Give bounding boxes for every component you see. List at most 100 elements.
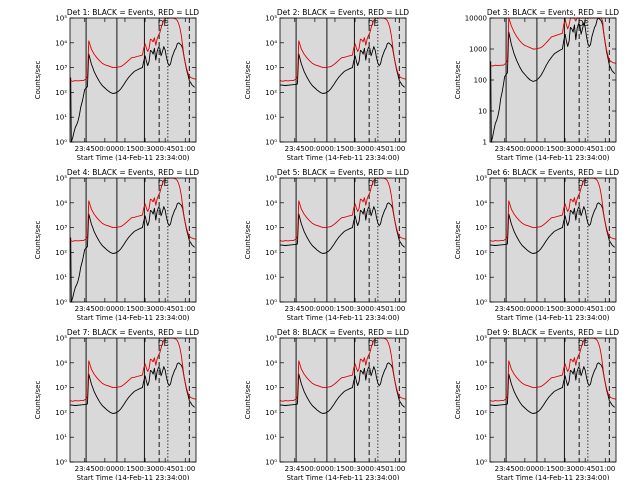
axes-frame <box>69 17 197 143</box>
y-tick-label: 10000 <box>465 15 487 23</box>
y-tick-label: 10⁵ <box>55 175 67 183</box>
chart-title: Det 7: BLACK = Events, RED = LLD <box>67 328 199 337</box>
y-tick-label: 10² <box>475 249 487 257</box>
y-tick-label: 10² <box>265 249 277 257</box>
x-tick-label: 00:30 <box>135 465 155 473</box>
chart-panel-6: Det 6: BLACK = Events, RED = LLD DE 10⁰ 10¹… <box>454 168 619 322</box>
x-tick-label: 00:15 <box>115 465 135 473</box>
x-tick-label: 01:00 <box>595 305 615 313</box>
de-annotation: DE <box>158 179 169 188</box>
y-tick-label: 10² <box>55 249 67 257</box>
x-axis-label: Start Time (14-Feb-11 23:34:00) <box>496 154 609 162</box>
chart-panel-7: Det 7: BLACK = Events, RED = LLD DE 10⁰ 10¹… <box>34 328 199 480</box>
x-tick-label: 01:00 <box>175 145 195 153</box>
chart-panel-9: Det 9: BLACK = Events, RED = LLD DE 10⁰ 10¹… <box>454 328 619 480</box>
plot-area <box>70 18 196 142</box>
y-tick-label: 10¹ <box>475 274 487 282</box>
x-axis-label: Start Time (14-Feb-11 23:34:00) <box>286 154 399 162</box>
y-tick-label: 10⁴ <box>475 199 487 207</box>
y-tick-label: 10³ <box>265 384 277 392</box>
series-lld-line <box>279 337 406 402</box>
x-tick-label: 01:00 <box>595 145 615 153</box>
x-axis-label: Start Time (14-Feb-11 23:34:00) <box>76 474 189 480</box>
x-tick-label: 00:00 <box>305 465 325 473</box>
y-tick-label: 10² <box>265 89 277 97</box>
x-tick-label: 23:45 <box>285 465 305 473</box>
de-annotation: DE <box>578 339 589 348</box>
y-axis-label: Counts/sec <box>34 61 42 100</box>
chart-panel-8: Det 8: BLACK = Events, RED = LLD DE 10⁰ 10¹… <box>244 328 409 480</box>
series-lld-line <box>69 177 196 242</box>
plot-area <box>280 18 406 142</box>
x-tick-label: 00:00 <box>95 145 115 153</box>
series-lld-line <box>279 177 406 242</box>
y-tick-label: 10⁴ <box>475 359 487 367</box>
x-tick-label: 00:30 <box>555 305 575 313</box>
series-lld-line <box>489 337 616 402</box>
y-tick-label: 10² <box>55 409 67 417</box>
y-tick-label: 10² <box>265 409 277 417</box>
series-events-line <box>489 202 615 254</box>
x-axis-label: Start Time (14-Feb-11 23:34:00) <box>76 314 189 322</box>
plot-area <box>280 178 406 302</box>
x-tick-label: 00:30 <box>135 145 155 153</box>
y-tick-label: 10³ <box>265 64 277 72</box>
de-annotation: DE <box>158 19 169 28</box>
axes-frame <box>279 337 407 463</box>
y-tick-label: 10 <box>478 108 487 116</box>
x-tick-label: 00:00 <box>305 305 325 313</box>
x-tick-label: 00:30 <box>135 305 155 313</box>
y-tick-label: 10³ <box>55 224 67 232</box>
x-tick-label: 00:45 <box>155 145 175 153</box>
series-events-line <box>489 362 615 414</box>
y-tick-label: 10⁰ <box>55 459 67 467</box>
x-tick-label: 23:45 <box>285 145 305 153</box>
x-tick-label: 00:15 <box>535 305 555 313</box>
series-events-line <box>279 42 405 94</box>
axes-frame <box>69 337 197 463</box>
chart-title: Det 5: BLACK = Events, RED = LLD <box>277 168 409 177</box>
y-tick-label: 10¹ <box>265 274 277 282</box>
y-tick-label: 10⁰ <box>265 459 277 467</box>
y-axis-label: Counts/sec <box>244 61 252 100</box>
y-tick-label: 10³ <box>55 384 67 392</box>
x-axis-label: Start Time (14-Feb-11 23:34:00) <box>286 474 399 480</box>
x-tick-label: 23:45 <box>495 145 515 153</box>
y-tick-label: 10⁵ <box>265 335 277 343</box>
x-axis-label: Start Time (14-Feb-11 23:34:00) <box>496 314 609 322</box>
chart-title: Det 6: BLACK = Events, RED = LLD <box>487 168 619 177</box>
x-tick-label: 00:30 <box>555 145 575 153</box>
axes-frame <box>279 177 407 303</box>
x-tick-label: 01:00 <box>175 465 195 473</box>
x-axis-label: Start Time (14-Feb-11 23:34:00) <box>286 314 399 322</box>
plot-area <box>490 178 616 302</box>
y-tick-label: 10¹ <box>55 114 67 122</box>
y-tick-label: 10³ <box>265 224 277 232</box>
x-tick-label: 23:45 <box>495 305 515 313</box>
x-tick-label: 00:15 <box>535 145 555 153</box>
y-tick-label: 10⁰ <box>55 139 67 147</box>
series-events-line <box>279 202 405 254</box>
x-tick-label: 01:00 <box>385 145 405 153</box>
y-tick-label: 10⁰ <box>265 139 277 147</box>
x-tick-label: 00:00 <box>515 465 535 473</box>
series-events-line <box>70 42 195 143</box>
x-tick-label: 00:00 <box>515 145 535 153</box>
y-axis-label: Counts/sec <box>244 221 252 260</box>
axes-frame <box>69 177 197 303</box>
y-axis-label: Counts/sec <box>454 61 462 100</box>
y-tick-label: 10⁴ <box>55 39 67 47</box>
chart-panel-2: Det 2: BLACK = Events, RED = LLD DE 10⁰ 10¹… <box>244 8 409 162</box>
y-tick-label: 10⁴ <box>265 199 277 207</box>
series-events-line <box>69 362 195 414</box>
x-tick-label: 00:00 <box>95 305 115 313</box>
x-tick-label: 23:45 <box>285 305 305 313</box>
x-tick-label: 00:45 <box>365 465 385 473</box>
x-tick-label: 00:00 <box>95 465 115 473</box>
y-tick-label: 1000 <box>469 46 487 54</box>
series-events-line <box>279 362 405 414</box>
y-tick-label: 10⁰ <box>55 299 67 307</box>
y-tick-label: 10⁵ <box>265 175 277 183</box>
x-tick-label: 00:15 <box>535 465 555 473</box>
y-tick-label: 10⁵ <box>55 335 67 343</box>
